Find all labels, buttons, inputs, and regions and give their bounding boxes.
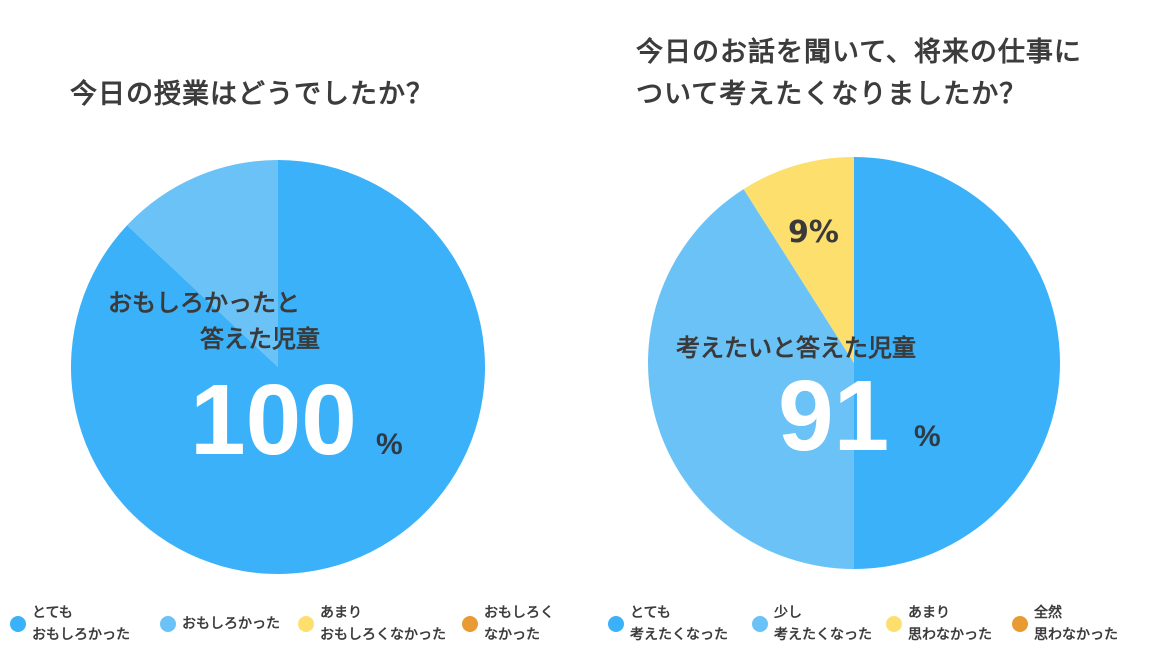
- left-chart-title: 今日の授業はどうでしたか？: [70, 79, 434, 110]
- legend-label: とても 考えたくなった: [630, 605, 728, 643]
- pie-1-slice-0: [854, 157, 1060, 569]
- legend-right-2: 少し 考えたくなった: [752, 602, 872, 646]
- pie-1-slice-2: [743, 157, 854, 363]
- right-chart-title: 今日のお話を聞いて、将来の仕事に ついて考えたくなりましたか？: [636, 32, 1082, 116]
- legend-label: 全然 思わなかった: [1034, 605, 1118, 643]
- left-annotation-line2: 答えた児童: [200, 325, 320, 353]
- legend-left-3: あまり おもしろくなかった: [298, 602, 446, 646]
- legend-right-4: 全然 思わなかった: [1012, 602, 1118, 646]
- legend-label: とても おもしろかった: [32, 605, 130, 643]
- right-big-value: 91: [778, 360, 890, 472]
- right-title-line2: ついて考えたくなりましたか？: [636, 79, 1028, 110]
- legend-swatch: [298, 616, 314, 632]
- legend-label: 少し 考えたくなった: [774, 605, 872, 643]
- legend-label: おもしろかった: [182, 616, 280, 632]
- left-annotation-line1: おもしろかったと: [108, 289, 300, 317]
- legend-swatch: [1012, 616, 1028, 632]
- right-unit: %: [914, 420, 941, 453]
- pie-1-slice-1: [648, 189, 854, 569]
- legend-swatch: [10, 616, 26, 632]
- legend-label: おもしろく なかった: [484, 605, 554, 643]
- legend-swatch: [462, 616, 478, 632]
- legend-left-4: おもしろく なかった: [462, 602, 554, 646]
- right-title-line1: 今日のお話を聞いて、将来の仕事に: [636, 37, 1082, 68]
- legend-right-3: あまり 思わなかった: [886, 602, 992, 646]
- legend-left-2: おもしろかった: [160, 602, 280, 646]
- legend-swatch: [160, 616, 176, 632]
- legend-left-1: とても おもしろかった: [10, 602, 130, 646]
- legend-label: あまり 思わなかった: [908, 605, 992, 643]
- pie-0-slice-1: [127, 160, 279, 367]
- legend-right-1: とても 考えたくなった: [608, 602, 728, 646]
- legend-label: あまり おもしろくなかった: [320, 605, 446, 643]
- left-big-value: 100: [190, 364, 357, 476]
- left-unit: %: [376, 428, 403, 461]
- legend-swatch: [608, 616, 624, 632]
- right-annotation: 考えたいと答えた児童: [676, 334, 916, 362]
- right-slice-label-9: 9%: [788, 215, 839, 250]
- legend-swatch: [886, 616, 902, 632]
- legend-swatch: [752, 616, 768, 632]
